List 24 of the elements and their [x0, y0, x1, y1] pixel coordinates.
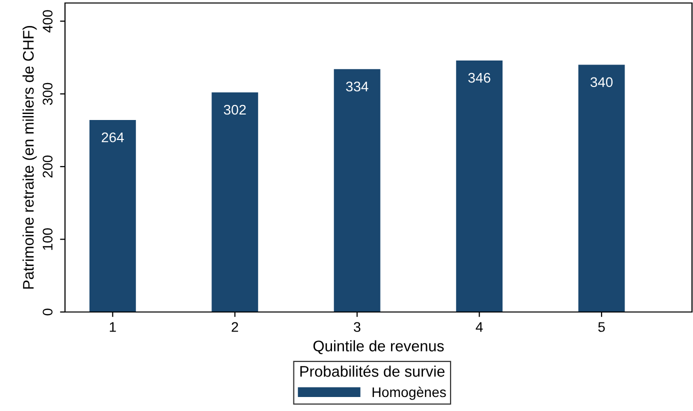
legend-title: Probabilités de survie	[300, 365, 444, 377]
data-label: 340	[590, 77, 613, 88]
bar	[212, 92, 258, 312]
x-tick-label: 2	[232, 322, 238, 332]
bar	[89, 120, 136, 312]
legend-label: Homogènes	[372, 386, 446, 400]
y-tick-label: 400	[42, 10, 53, 32]
y-tick-label: 100	[42, 228, 53, 250]
y-tick-label: 200	[42, 156, 53, 178]
x-axis-title: Quintile de revenus	[313, 340, 444, 354]
data-label: 346	[468, 72, 490, 83]
x-tick-label: 4	[476, 322, 483, 332]
bar	[578, 64, 625, 312]
y-axis-title: Patrimoine retraite (en milliers de CHF)	[22, 26, 37, 289]
data-label: 334	[346, 82, 368, 92]
data-label: 302	[224, 104, 246, 115]
data-label: 264	[102, 132, 124, 142]
y-tick-label: 0	[42, 308, 53, 316]
x-tick-label: 1	[110, 322, 116, 332]
x-tick-label: 5	[598, 322, 605, 332]
bar	[334, 69, 380, 312]
bar	[456, 60, 503, 312]
x-tick-label: 3	[354, 322, 360, 332]
y-tick-label: 300	[42, 82, 53, 105]
